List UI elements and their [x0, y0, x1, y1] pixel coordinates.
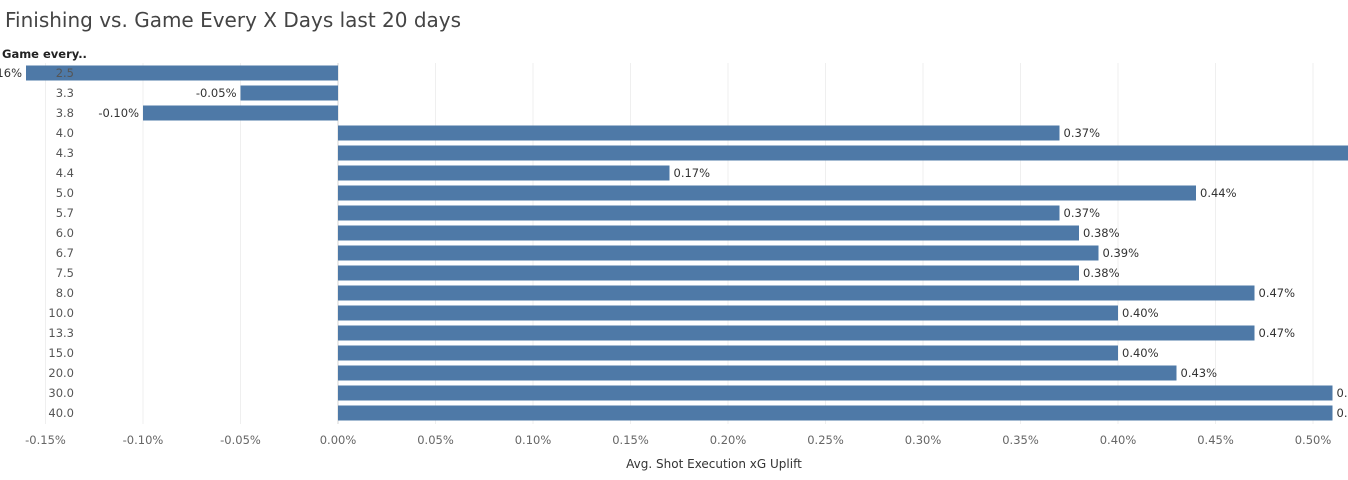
bar: [338, 265, 1079, 281]
category-label: 6.0: [56, 226, 74, 240]
value-label: 0.40%: [1122, 306, 1159, 320]
bar: [338, 325, 1255, 341]
value-labels: -0.16%-0.05%-0.10%0.37%0.93%0.17%0.44%0.…: [0, 66, 1348, 420]
x-tick-label: 0.20%: [710, 433, 747, 447]
x-tick-label: 0.35%: [1002, 433, 1039, 447]
row-axis-header: Game every..: [2, 47, 87, 61]
category-label: 20.0: [48, 366, 74, 380]
value-label: -0.10%: [98, 106, 139, 120]
bar: [240, 85, 338, 101]
category-label: 3.3: [56, 86, 74, 100]
x-tick-label: -0.05%: [220, 433, 261, 447]
x-axis-title: Avg. Shot Execution xG Uplift: [626, 457, 802, 471]
x-tick-label: 0.15%: [612, 433, 649, 447]
grid-lines: [45, 63, 1314, 424]
category-label: 6.7: [56, 246, 74, 260]
category-label: 8.0: [56, 286, 74, 300]
x-tick-label: 0.45%: [1197, 433, 1234, 447]
category-label: 3.8: [56, 106, 74, 120]
x-tick-label: -0.15%: [25, 433, 66, 447]
x-tick-label: 0.50%: [1295, 433, 1332, 447]
bar: [143, 105, 338, 121]
category-label: 7.5: [56, 266, 74, 280]
bar: [338, 165, 670, 181]
value-label: 0.37%: [1064, 126, 1101, 140]
bar: [338, 345, 1118, 361]
value-label: 0.51%: [1337, 406, 1348, 420]
x-tick-label: -0.10%: [123, 433, 164, 447]
bars: [26, 65, 1348, 421]
category-label: 4.3: [56, 146, 74, 160]
category-label: 5.0: [56, 186, 74, 200]
bar: [338, 245, 1099, 261]
bar: [338, 225, 1079, 241]
bar: [338, 365, 1177, 381]
value-label: 0.40%: [1122, 346, 1159, 360]
x-tick-label: 0.25%: [807, 433, 844, 447]
x-tick-labels: -0.20%-0.15%-0.10%-0.05%0.00%0.05%0.10%0…: [25, 433, 1332, 447]
bar: [338, 185, 1196, 201]
category-label: 4.0: [56, 126, 74, 140]
category-label: 13.3: [48, 326, 74, 340]
value-label: 0.39%: [1103, 246, 1140, 260]
value-label: -0.16%: [0, 66, 22, 80]
bar: [338, 125, 1060, 141]
bar: [338, 285, 1255, 301]
chart-title: Finishing vs. Game Every X Days last 20 …: [5, 8, 462, 32]
value-label: 0.43%: [1181, 366, 1218, 380]
bar: [338, 385, 1333, 401]
value-label: 0.47%: [1259, 326, 1296, 340]
bar: [26, 65, 338, 81]
value-label: 0.17%: [674, 166, 711, 180]
value-label: 0.38%: [1083, 226, 1120, 240]
category-label: 2.5: [56, 66, 74, 80]
bar: [338, 405, 1333, 421]
category-label: 4.4: [56, 166, 74, 180]
bar: [338, 305, 1118, 321]
x-tick-label: 0.10%: [515, 433, 552, 447]
x-tick-label: 0.05%: [417, 433, 454, 447]
x-tick-label: 0.00%: [320, 433, 357, 447]
category-label: 30.0: [48, 386, 74, 400]
category-label: 10.0: [48, 306, 74, 320]
value-label: -0.05%: [196, 86, 237, 100]
category-label: 15.0: [48, 346, 74, 360]
x-tick-label: 0.40%: [1100, 433, 1137, 447]
value-label: 0.44%: [1200, 186, 1237, 200]
value-label: 0.37%: [1064, 206, 1101, 220]
x-tick-label: 0.30%: [905, 433, 942, 447]
value-label: 0.38%: [1083, 266, 1120, 280]
value-label: 0.51%: [1337, 386, 1348, 400]
category-labels: 2.5 3.3 3.8 4.0 4.3 4.4 5.0 5.7 6.0 6.7 7.5 8.0 10.0…: [48, 66, 74, 420]
value-label: 0.47%: [1259, 286, 1296, 300]
category-label: 40.0: [48, 406, 74, 420]
bar: [338, 205, 1060, 221]
bar: [338, 145, 1348, 161]
category-label: 5.7: [56, 206, 74, 220]
